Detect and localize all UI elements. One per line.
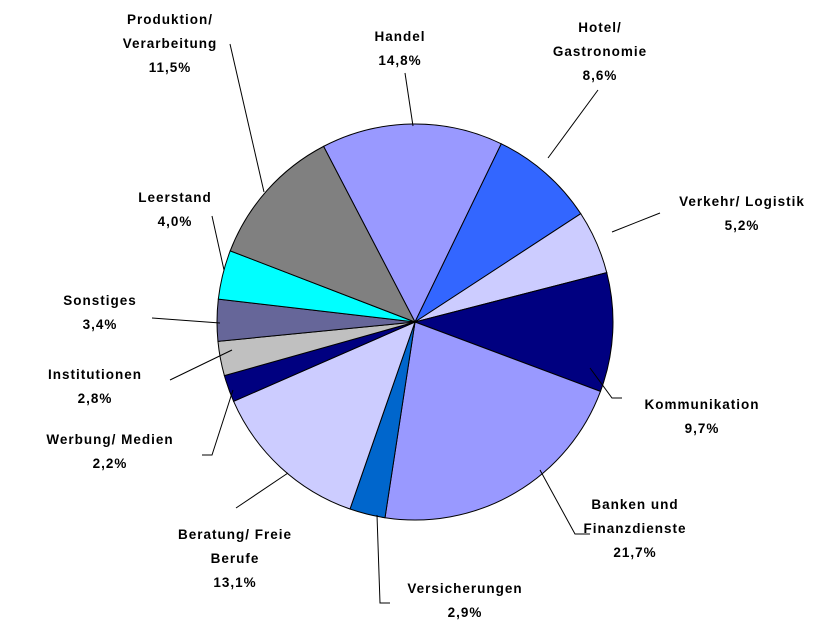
- slice-label: Versicherungen 2,9%: [407, 577, 522, 625]
- slice-label: Kommunikation 9,7%: [644, 393, 759, 441]
- category-label: Werbung/ Medien: [46, 432, 174, 447]
- leader-line: [589, 367, 622, 399]
- slice-label: Hotel/ Gastronomie 8,6%: [553, 16, 647, 88]
- value-label: 3,4%: [82, 317, 118, 332]
- slice-label: Verkehr/ Logistik 5,2%: [679, 190, 805, 238]
- category-label: Produktion/ Verarbeitung: [122, 12, 218, 51]
- category-label: Sonstiges: [63, 293, 137, 308]
- leader-line: [151, 317, 221, 324]
- value-label: 2,8%: [77, 391, 113, 406]
- value-label: 13,1%: [213, 575, 257, 590]
- pie-slice: [232, 321, 416, 510]
- value-label: 14,8%: [378, 53, 422, 68]
- value-label: 11,5%: [148, 60, 192, 75]
- category-label: Verkehr/ Logistik: [679, 194, 805, 209]
- category-label: Kommunikation: [644, 397, 760, 412]
- leader-line: [229, 43, 265, 193]
- leader-line: [611, 212, 661, 233]
- leader-line: [235, 472, 289, 509]
- slice-label: Institutionen 2,8%: [48, 363, 142, 411]
- leader-line: [404, 72, 414, 127]
- value-label: 5,2%: [724, 218, 760, 233]
- pie-slice: [384, 321, 602, 521]
- category-label: Handel: [374, 29, 426, 44]
- leader-line: [202, 389, 234, 456]
- leader-line: [376, 514, 390, 604]
- leader-line: [547, 89, 599, 159]
- leader-line: [539, 469, 590, 535]
- value-label: 4,0%: [157, 214, 193, 229]
- category-label: Beratung/ Freie Berufe: [177, 527, 293, 566]
- category-label: Institutionen: [48, 367, 142, 382]
- value-label: 2,2%: [92, 456, 128, 471]
- category-label: Banken und Finanzdienste: [583, 497, 687, 536]
- value-label: 2,9%: [447, 605, 483, 620]
- category-label: Versicherungen: [407, 581, 523, 596]
- value-label: 9,7%: [684, 421, 720, 436]
- slice-label: Banken und Finanzdienste 21,7%: [583, 493, 686, 565]
- slice-label: Leerstand 4,0%: [138, 186, 212, 234]
- pie-slice: [413, 272, 614, 393]
- leader-line: [211, 215, 225, 271]
- pie-slice: [413, 143, 582, 324]
- category-label: Leerstand: [138, 190, 212, 205]
- slice-label: Beratung/ Freie Berufe 13,1%: [178, 523, 292, 595]
- slice-label: Produktion/ Verarbeitung 11,5%: [123, 8, 218, 80]
- category-label: Hotel/ Gastronomie: [552, 20, 648, 59]
- value-label: 21,7%: [613, 545, 657, 560]
- pie-slice: [229, 145, 417, 323]
- slice-label: Sonstiges 3,4%: [63, 289, 137, 337]
- slice-label: Handel 14,8%: [374, 25, 425, 73]
- pie-slice: [322, 123, 502, 324]
- slice-label: Werbung/ Medien 2,2%: [46, 428, 173, 476]
- value-label: 8,6%: [582, 68, 618, 83]
- leader-line: [169, 349, 233, 381]
